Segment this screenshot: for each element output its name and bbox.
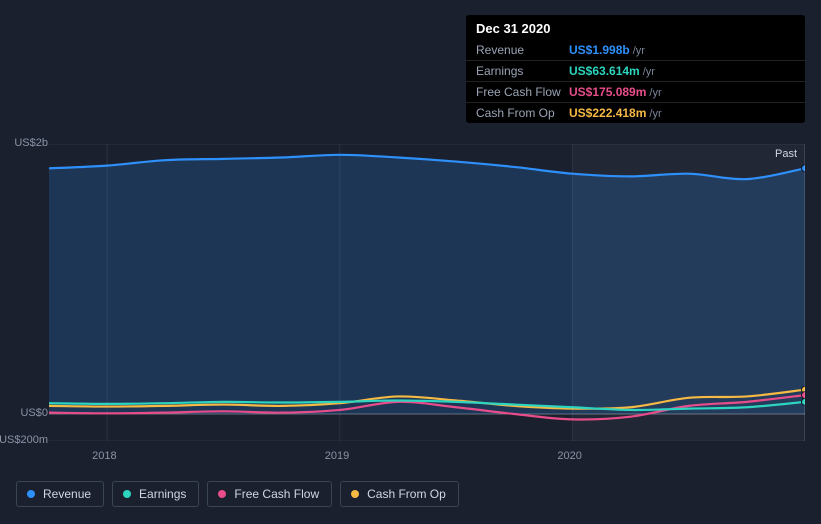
tooltip-metric-value: US$63.614m xyxy=(569,64,640,78)
legend-color-dot xyxy=(218,490,226,498)
series-end-marker-free_cash_flow xyxy=(802,392,806,399)
legend-item[interactable]: Earnings xyxy=(112,481,199,507)
tooltip-metric-value: US$222.418m xyxy=(569,106,646,120)
legend-color-dot xyxy=(123,490,131,498)
tooltip-metric-label: Earnings xyxy=(476,64,569,78)
tooltip-metric-value: US$1.998b xyxy=(569,43,630,57)
tooltip-metric-suffix: /yr xyxy=(649,108,661,120)
tooltip-metric-label: Cash From Op xyxy=(476,106,569,120)
x-axis-label: 2018 xyxy=(92,450,116,462)
x-axis-label: 2020 xyxy=(557,450,581,462)
tooltip-metric-label: Free Cash Flow xyxy=(476,85,569,99)
tooltip-rows: RevenueUS$1.998b/yrEarningsUS$63.614m/yr… xyxy=(466,40,805,123)
y-axis-label: -US$200m xyxy=(0,434,48,446)
legend-label: Free Cash Flow xyxy=(234,487,319,501)
tooltip-metric-suffix: /yr xyxy=(643,66,655,78)
legend-item[interactable]: Free Cash Flow xyxy=(207,481,332,507)
y-axis-label: US$0 xyxy=(0,407,48,419)
tooltip-row: RevenueUS$1.998b/yr xyxy=(466,40,805,60)
chart-tooltip: Dec 31 2020 RevenueUS$1.998b/yrEarningsU… xyxy=(466,15,805,123)
tooltip-metric-suffix: /yr xyxy=(649,87,661,99)
tooltip-row: Cash From OpUS$222.418m/yr xyxy=(466,102,805,123)
tooltip-date: Dec 31 2020 xyxy=(466,15,805,40)
tooltip-metric-label: Revenue xyxy=(476,43,569,57)
legend-label: Cash From Op xyxy=(367,487,446,501)
legend-color-dot xyxy=(27,490,35,498)
tooltip-row: Free Cash FlowUS$175.089m/yr xyxy=(466,81,805,102)
series-area-revenue xyxy=(49,155,805,414)
tooltip-metric-value: US$175.089m xyxy=(569,85,646,99)
tooltip-row: EarningsUS$63.614m/yr xyxy=(466,60,805,81)
legend-item[interactable]: Revenue xyxy=(16,481,104,507)
legend-color-dot xyxy=(351,490,359,498)
chart-legend: Revenue Earnings Free Cash Flow Cash From O… xyxy=(16,481,459,507)
series-end-marker-revenue xyxy=(802,165,806,172)
legend-item[interactable]: Cash From Op xyxy=(340,481,459,507)
series-end-marker-earnings xyxy=(802,398,806,405)
x-axis-label: 2019 xyxy=(325,450,349,462)
tooltip-metric-suffix: /yr xyxy=(633,45,645,57)
legend-label: Earnings xyxy=(139,487,186,501)
legend-label: Revenue xyxy=(43,487,91,501)
financials-chart[interactable]: US$2bUS$0-US$200m Past 201820192020 xyxy=(16,120,805,465)
chart-plot-area[interactable] xyxy=(49,144,805,441)
y-axis-label: US$2b xyxy=(0,137,48,149)
